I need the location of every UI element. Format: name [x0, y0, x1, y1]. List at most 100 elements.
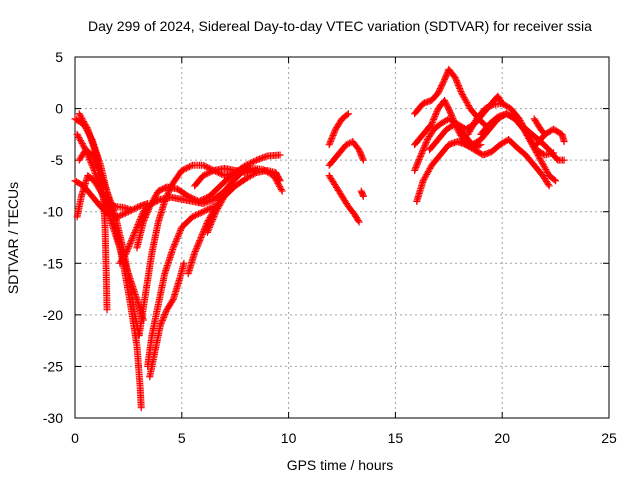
- data-point: [460, 94, 468, 102]
- data-point: [330, 128, 338, 136]
- data-point: [432, 109, 440, 117]
- data-point: [172, 237, 180, 245]
- data-point: [356, 149, 364, 157]
- data-point: [76, 135, 84, 143]
- data-point: [543, 169, 551, 177]
- data-point: [467, 126, 475, 134]
- data-point: [454, 81, 462, 89]
- data-point: [142, 212, 150, 220]
- data-point: [176, 226, 184, 234]
- data-point: [275, 175, 283, 183]
- series-arc-22: [413, 136, 553, 205]
- data-point: [441, 74, 449, 82]
- data-point: [430, 115, 438, 123]
- series-arc-25: [477, 110, 568, 164]
- data-point: [422, 172, 430, 180]
- data-point: [192, 196, 200, 204]
- data-point: [193, 243, 201, 251]
- data-point: [420, 143, 428, 151]
- data-point: [459, 92, 467, 100]
- data-points: [71, 65, 568, 412]
- data-point: [451, 74, 459, 82]
- data-point: [414, 159, 422, 167]
- y-tick-label: -15: [43, 255, 63, 271]
- data-point: [446, 107, 454, 115]
- data-point: [438, 80, 446, 88]
- axis-ticks: [74, 56, 610, 419]
- data-point: [94, 165, 102, 173]
- data-point: [143, 210, 151, 218]
- data-point: [124, 246, 132, 254]
- data-point: [195, 197, 203, 205]
- data-point: [186, 193, 194, 201]
- data-point: [414, 157, 422, 165]
- data-point: [126, 239, 134, 247]
- data-point: [422, 139, 430, 147]
- data-point: [456, 86, 464, 94]
- data-point: [80, 117, 88, 125]
- data-point: [469, 121, 477, 129]
- data-point: [205, 169, 213, 177]
- data-point: [123, 247, 131, 255]
- data-point: [139, 218, 147, 226]
- data-point: [80, 119, 88, 127]
- data-point: [163, 193, 171, 201]
- data-point: [122, 249, 130, 257]
- x-tick-label: 20: [494, 430, 510, 446]
- data-point: [213, 206, 221, 214]
- data-point: [538, 159, 546, 167]
- data-point: [417, 151, 425, 159]
- data-point: [137, 404, 145, 412]
- data-point: [195, 238, 203, 246]
- data-point: [91, 157, 99, 165]
- data-point: [209, 216, 217, 224]
- data-point: [103, 306, 111, 314]
- data-point: [251, 157, 259, 165]
- series-arc-11: [146, 259, 188, 381]
- data-point: [205, 224, 213, 232]
- data-point: [141, 213, 149, 221]
- data-point: [118, 211, 126, 219]
- data-point: [207, 168, 215, 176]
- data-point: [199, 195, 207, 203]
- data-point: [461, 95, 469, 103]
- data-point: [560, 156, 568, 164]
- data-point: [468, 123, 476, 131]
- series-arc-06: [75, 146, 143, 339]
- data-point: [539, 161, 547, 169]
- data-point: [421, 142, 429, 150]
- data-point: [157, 320, 165, 328]
- data-point: [194, 241, 202, 249]
- data-point: [135, 217, 143, 225]
- data-point: [178, 166, 186, 174]
- data-point: [75, 133, 83, 141]
- data-point: [152, 192, 160, 200]
- series-arc-18: [357, 187, 367, 200]
- data-point: [93, 162, 101, 170]
- data-point: [203, 228, 211, 236]
- data-point: [203, 194, 211, 202]
- data-point: [435, 88, 443, 96]
- data-point: [227, 172, 235, 180]
- data-point: [215, 203, 223, 211]
- data-point: [147, 201, 155, 209]
- data-point: [98, 176, 106, 184]
- data-point: [454, 80, 462, 88]
- data-point: [161, 196, 169, 204]
- data-point: [419, 146, 427, 154]
- data-point: [277, 186, 285, 194]
- data-point: [92, 160, 100, 168]
- data-point: [326, 139, 334, 147]
- data-point: [447, 110, 455, 118]
- data-point: [146, 203, 154, 211]
- data-point: [127, 238, 135, 246]
- x-tick-label: 25: [601, 430, 617, 446]
- data-point: [195, 210, 203, 218]
- data-point: [420, 145, 428, 153]
- data-point: [168, 297, 176, 305]
- data-point: [205, 225, 213, 233]
- data-point: [158, 318, 166, 326]
- data-point: [184, 192, 192, 200]
- data-point: [134, 203, 142, 211]
- x-axis-label: GPS time / hours: [287, 457, 394, 473]
